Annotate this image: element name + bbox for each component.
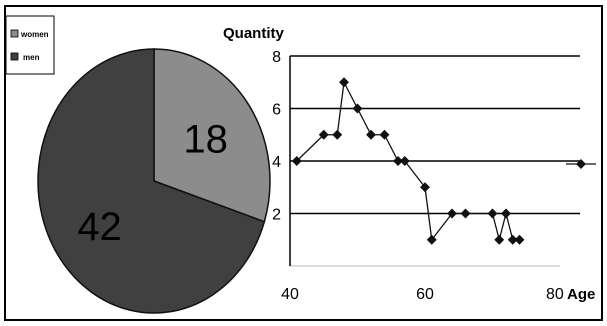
x-axis-label: Age — [567, 286, 595, 303]
y-tick-label-2: 2 — [272, 207, 281, 224]
pie-label-men: 42 — [77, 205, 122, 249]
line-chart: 2 4 6 8 40 60 80 Quantity Age — [223, 25, 596, 303]
x-tick-label-60: 60 — [416, 286, 434, 303]
x-tick-label-40: 40 — [281, 286, 299, 303]
data-point-10 — [426, 234, 437, 245]
data-point-8 — [399, 156, 410, 166]
data-point-2 — [332, 129, 343, 140]
y-tick-label-4: 4 — [272, 154, 281, 171]
series-group — [291, 77, 525, 245]
legend-label-women: women — [20, 30, 49, 39]
pie-label-women: 18 — [183, 117, 228, 161]
pie-slice-women — [153, 48, 271, 223]
data-point-16 — [507, 234, 518, 245]
data-point-13 — [487, 208, 498, 219]
x-tick-labels: 40 60 80 — [281, 286, 564, 303]
data-point-9 — [420, 182, 430, 193]
legend-swatch-women — [10, 29, 19, 38]
data-point-1 — [318, 129, 329, 140]
pie-legend-box — [5, 15, 55, 75]
data-point-5 — [366, 129, 376, 140]
series-line-0 — [296, 80, 520, 242]
y-axis-label: Quantity — [223, 25, 284, 42]
grid-lines — [290, 55, 580, 267]
data-point-7 — [393, 156, 403, 166]
pie-slice-men — [37, 48, 266, 314]
data-point-17 — [514, 234, 525, 245]
pie-legend: women men — [5, 15, 55, 75]
data-point-14 — [494, 234, 505, 245]
data-point-0 — [291, 156, 302, 166]
line-legend — [566, 159, 596, 169]
data-point-15 — [501, 208, 511, 219]
x-tick-label-80: 80 — [546, 286, 564, 303]
pie-slices — [37, 48, 271, 314]
data-point-11 — [447, 208, 457, 219]
legend-label-men: men — [23, 53, 40, 62]
y-tick-label-6: 6 — [272, 102, 281, 119]
data-point-12 — [460, 208, 471, 219]
data-point-6 — [379, 129, 390, 140]
line-legend-marker — [576, 159, 586, 169]
legend-swatch-men — [10, 52, 19, 61]
y-tick-labels: 2 4 6 8 — [272, 49, 281, 224]
y-tick-label-8: 8 — [272, 49, 281, 66]
